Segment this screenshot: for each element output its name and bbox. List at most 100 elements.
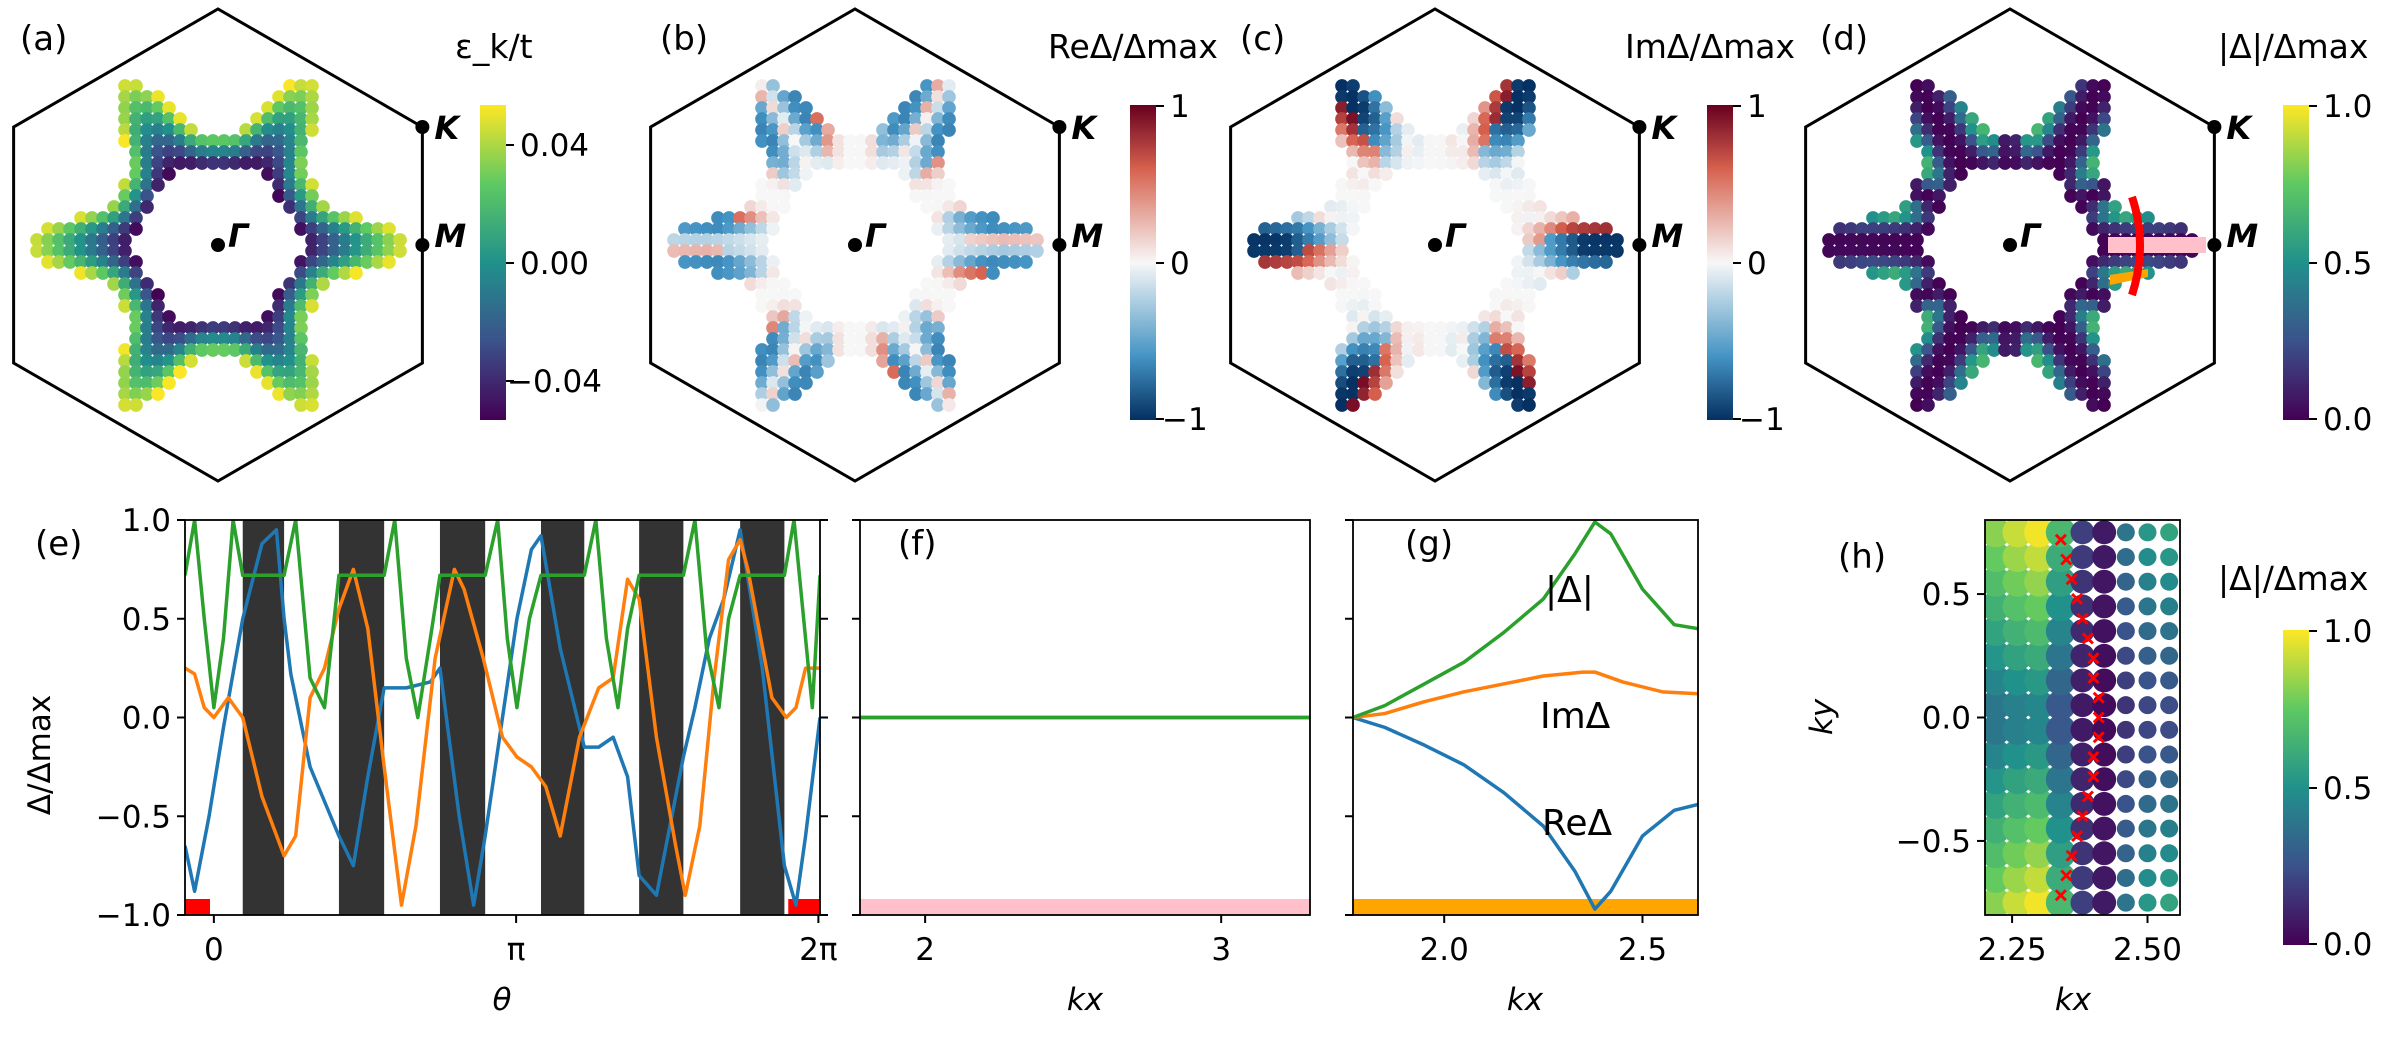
panel-a-scatter-point — [129, 310, 143, 324]
panel-c-scatter-point — [1555, 266, 1569, 280]
panel-c-scatter — [1247, 79, 1624, 412]
panel-h-scatter-point — [2045, 887, 2076, 915]
panel-c-scatter-point — [1346, 255, 1360, 269]
panel-h-scatter-point — [2138, 671, 2157, 690]
panel-c-scatter-point — [1478, 145, 1492, 159]
panel-c-scatter-point — [1478, 156, 1492, 170]
panel-d-scatter-point — [2075, 156, 2089, 170]
panel-a-scatter-point — [151, 178, 165, 192]
panel-b-scatter-point — [931, 167, 945, 181]
panel-b-scatter-point — [755, 112, 769, 126]
panel-d-scatter-point — [2097, 299, 2111, 313]
panel-d-scatter-point — [1899, 255, 1913, 269]
panel-a-scatter-point — [316, 233, 330, 247]
panel-a-scatter-point — [217, 156, 231, 170]
panel-d-scatter-point — [2097, 211, 2111, 225]
panel-b-scatter-point — [799, 310, 813, 324]
panel-d-scatter-point — [2042, 354, 2056, 368]
panel-d-scatter-point — [1921, 376, 1935, 390]
panel-h-scatter-point — [1985, 764, 2011, 795]
panel-a-scatter-point — [283, 310, 297, 324]
panel-b-scatter-point — [810, 134, 824, 148]
panel-h-scatter-point — [2160, 696, 2179, 715]
panel-c-gamma-label: Γ — [1445, 217, 1467, 255]
cut-marker-pink — [2108, 237, 2206, 253]
panel-b-scatter-point — [766, 387, 780, 401]
panel-d-scatter-point — [2097, 123, 2111, 137]
panel-a-scatter-point — [118, 266, 132, 280]
panel-c-scatter-point — [1291, 244, 1305, 258]
panel-a-scatter-point — [272, 145, 286, 159]
panel-d-scatter-point — [1910, 189, 1924, 203]
panel-a-scatter-point — [85, 255, 99, 269]
panel-d-scatter-point — [2053, 310, 2067, 324]
panel-g-series-im — [1353, 670, 1698, 720]
panel-a-brillouin-hexagon — [12, 7, 424, 483]
panel-c-scatter-point — [1467, 145, 1481, 159]
panel-a-scatter-point — [305, 376, 319, 390]
panel-b-scatter-point — [854, 321, 868, 335]
panel-d-scatter-point — [1976, 145, 1990, 159]
panel-b-scatter-point — [788, 156, 802, 170]
panel-d-scatter-point — [1932, 112, 1946, 126]
x-tick-label: 2 — [915, 932, 935, 968]
panel-b-scatter-point — [975, 255, 989, 269]
panel-h-scatter-point — [2045, 591, 2076, 622]
panel-h-scatter-point — [2024, 566, 2055, 597]
panel-c-scatter-point — [1511, 211, 1525, 225]
panel-a-scatter-point — [151, 145, 165, 159]
panel-b-scatter-point — [689, 233, 703, 247]
panel-c-scatter-point — [1346, 211, 1360, 225]
panel-c-scatter-point — [1544, 211, 1558, 225]
panel-h-scatter-point — [2160, 572, 2179, 591]
panel-c-scatter-point — [1533, 266, 1547, 280]
red-marker — [788, 899, 820, 915]
panel-a-scatter-point — [118, 288, 132, 302]
panel-a-scatter-point — [393, 233, 407, 247]
panel-c-scatter-point — [1346, 79, 1360, 93]
panel-c-scatter-point — [1522, 354, 1536, 368]
panel-h-red-marker — [2092, 691, 2105, 704]
panel-h-scatter-point — [2160, 770, 2179, 789]
panel-c-scatter-point — [1368, 90, 1382, 104]
panel-b-scatter-point — [733, 255, 747, 269]
panel-d-scatter-point — [2075, 310, 2089, 324]
panel-a-scatter-point — [140, 299, 154, 313]
panel-d-scatter-point — [2086, 167, 2100, 181]
panel-d-scatter-point — [1877, 233, 1891, 247]
panel-c-scatter-point — [1368, 332, 1382, 346]
panel-a-scatter-point — [118, 112, 132, 126]
panel-c-scatter-point — [1511, 79, 1525, 93]
panel-a-scatter-point — [195, 343, 209, 357]
panel-c-scatter-point — [1401, 354, 1415, 368]
panel-d-scatter-point — [2031, 156, 2045, 170]
panel-d-scatter-point — [1932, 376, 1946, 390]
panel-b-scatter-point — [1019, 222, 1033, 236]
panel-d-scatter-point — [2097, 222, 2111, 236]
panel-c-scatter-point — [1511, 134, 1525, 148]
panel-a-scatter-point — [129, 255, 143, 269]
panel-c-scatter-point — [1258, 233, 1272, 247]
panel-d-scatter-point — [1965, 123, 1979, 137]
panel-b-scatter-point — [909, 90, 923, 104]
panel-d-scatter-point — [1910, 255, 1924, 269]
panel-b-scatter-point — [821, 156, 835, 170]
panel-b-scatter-point — [942, 211, 956, 225]
panel-c-scatter-point — [1346, 343, 1360, 357]
panel-a-scatter-point — [294, 178, 308, 192]
panel-a-scatter-point — [85, 244, 99, 258]
panel-c-scatter-point — [1324, 233, 1338, 247]
panel-d-scatter-point — [1910, 112, 1924, 126]
panel-b-scatter-point — [788, 145, 802, 159]
panel-h-scatter-point — [2002, 788, 2033, 819]
x-tick-label: 0 — [204, 932, 224, 968]
panel-b-scatter-point — [1008, 233, 1022, 247]
panel-d-scatter-point — [2064, 101, 2078, 115]
panel-c-scatter-point — [1445, 332, 1459, 346]
panel-d-scatter-point — [2053, 354, 2067, 368]
panel-c-scatter-point — [1500, 321, 1514, 335]
panel-b-scatter-point — [854, 145, 868, 159]
panel-h-scatter-point — [2045, 542, 2076, 573]
panel-b-scatter-point — [810, 343, 824, 357]
